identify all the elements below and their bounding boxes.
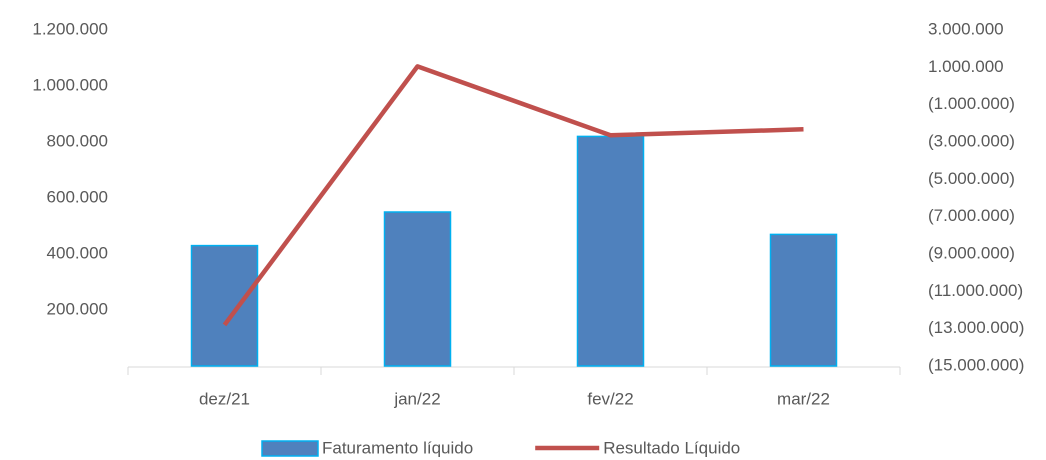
x-tick-label: dez/21: [199, 389, 250, 408]
y-tick-label: 600.000: [47, 187, 108, 206]
y-tick-label: 1.000.000: [32, 75, 108, 94]
x-tick-label: mar/22: [777, 389, 830, 408]
x-tick-label: fev/22: [587, 389, 633, 408]
y2-tick-label: (13.000.000): [928, 318, 1024, 337]
y2-tick-label: (11.000.000): [928, 281, 1023, 300]
y2-tick-label: (7.000.000): [928, 206, 1015, 225]
legend-swatch: [261, 440, 319, 457]
y2-tick-label: (3.000.000): [928, 131, 1015, 150]
line-series: [222, 64, 804, 327]
legend-label: Faturamento líquido: [322, 438, 473, 457]
y-tick-label: 400.000: [47, 243, 108, 262]
y2-tick-label: 3.000.000: [928, 19, 1004, 38]
y2-tick-label: (9.000.000): [928, 243, 1015, 262]
bar: [576, 135, 645, 367]
y2-tick-label: (15.000.000): [928, 355, 1024, 374]
bar: [190, 244, 259, 367]
bar: [769, 233, 838, 367]
bar: [383, 211, 452, 367]
y2-tick-label: (5.000.000): [928, 169, 1015, 188]
x-tick-label: jan/22: [393, 389, 440, 408]
y-tick-label: 200.000: [47, 299, 108, 318]
y2-tick-label: (1.000.000): [928, 94, 1015, 113]
y-tick-label: 800.000: [47, 131, 108, 150]
y2-tick-label: 1.000.000: [928, 57, 1004, 76]
y-tick-label: 1.200.000: [32, 19, 108, 38]
legend-label: Resultado Líquido: [603, 438, 740, 457]
